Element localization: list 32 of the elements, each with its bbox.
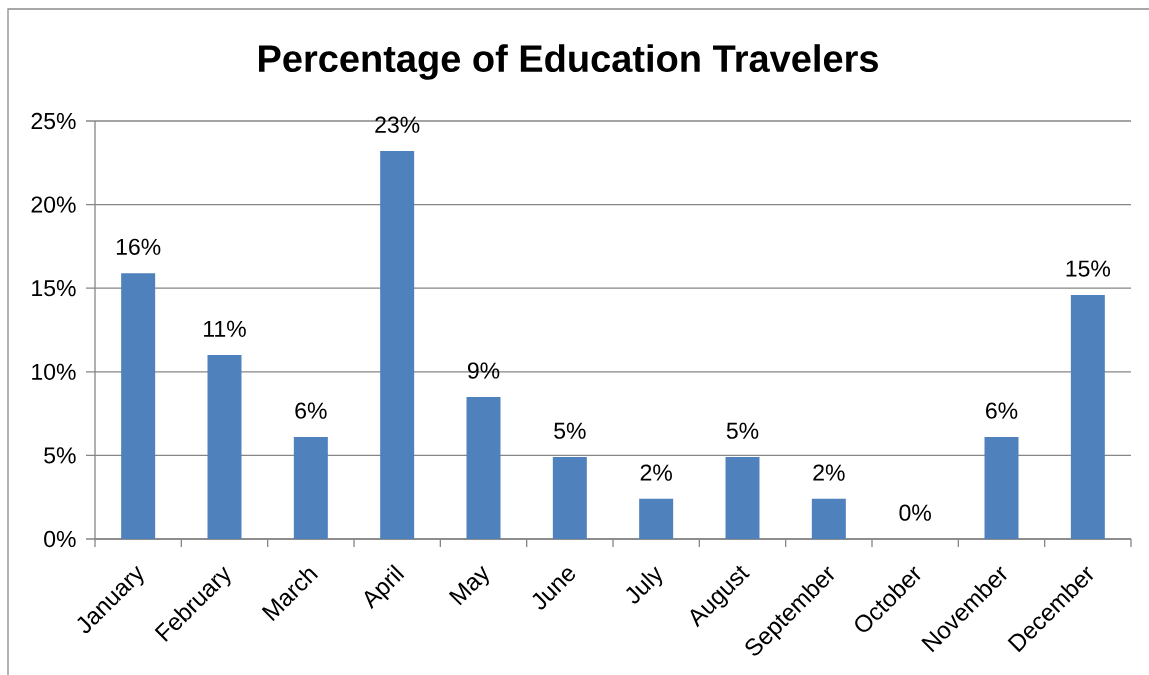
bar: [639, 498, 674, 539]
bar: [380, 151, 415, 539]
bar: [207, 355, 242, 539]
data-label: 11%: [204, 320, 246, 337]
x-tick-label: May: [448, 565, 489, 606]
bar: [1070, 294, 1105, 539]
bar: [811, 498, 846, 539]
y-tick-label: 5%: [44, 447, 76, 464]
y-tick-label: 15%: [32, 280, 76, 297]
data-label: 6%: [986, 402, 1018, 419]
chart-title: Percentage of Education Travelers: [259, 44, 878, 80]
bar: [552, 457, 587, 539]
bar: [725, 457, 760, 539]
y-tick-label: 10%: [32, 363, 76, 380]
data-label: 0%: [899, 504, 931, 521]
data-label: 5%: [726, 422, 759, 439]
data-label: 23%: [375, 116, 420, 133]
bar: [466, 396, 501, 539]
data-label: 5%: [554, 422, 586, 439]
data-label: 16%: [116, 238, 161, 255]
y-tick-label: 0%: [44, 530, 76, 548]
data-label: 9%: [467, 362, 500, 379]
data-label: 2%: [640, 464, 672, 481]
x-tick-label: July: [626, 566, 663, 604]
data-label: 6%: [295, 402, 327, 419]
y-tick-label: 25%: [31, 112, 76, 130]
data-label: 2%: [813, 464, 845, 481]
bar: [293, 437, 328, 539]
y-tick-label: 20%: [31, 196, 76, 213]
data-label: 15%: [1066, 260, 1111, 277]
bar: [984, 437, 1019, 539]
bar: [121, 273, 156, 539]
